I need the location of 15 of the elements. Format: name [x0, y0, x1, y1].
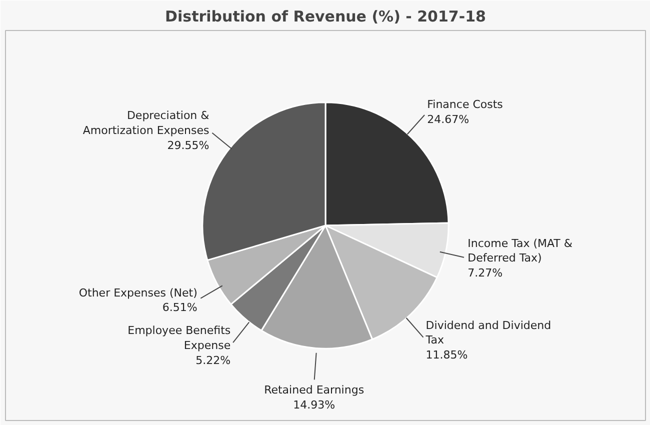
- data-label: 14.93%: [293, 398, 336, 412]
- slice-label: Depreciation & Amortization Expenses: [82, 108, 210, 137]
- data-label: 7.27%: [468, 266, 503, 280]
- slice-label: Retained Earnings: [264, 384, 364, 397]
- data-label: 11.85%: [426, 348, 468, 362]
- slice-label: Dividend and Dividend Tax: [424, 318, 552, 347]
- data-label: 29.55%: [167, 138, 210, 152]
- slice-label: Finance Costs: [427, 98, 504, 112]
- data-label: 6.51%: [162, 301, 198, 314]
- data-label: 5.22%: [196, 354, 231, 368]
- chart-title: Distribution of Revenue (%) - 2017-18: [165, 8, 486, 26]
- data-label: 24.67%: [427, 113, 470, 126]
- slice-label: Employee Benefits Expense: [128, 324, 231, 352]
- slice-label: Other Expenses (Net): [78, 286, 198, 300]
- slice-label: Income Tax (MAT & Deferred Tax): [468, 236, 573, 265]
